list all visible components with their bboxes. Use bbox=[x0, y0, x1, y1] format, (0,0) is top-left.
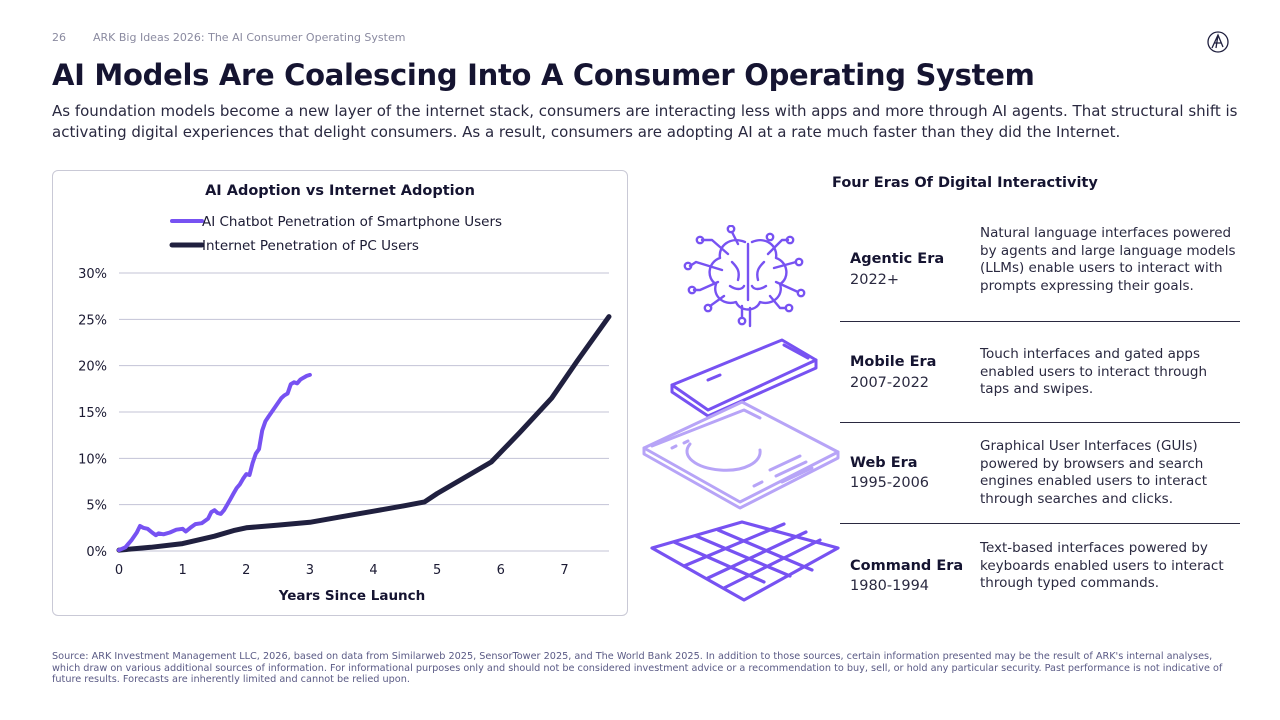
series-line bbox=[117, 372, 312, 553]
chart-frame bbox=[52, 170, 628, 616]
x-axis-label: Years Since Launch bbox=[278, 588, 426, 604]
era-years: 2022+ bbox=[850, 272, 900, 288]
keyboard-grid-icon bbox=[650, 520, 840, 602]
era-description: Touch interfaces and gated apps enabled … bbox=[980, 346, 1208, 397]
deck-title: ARK Big Ideas 2026: The AI Consumer Oper… bbox=[93, 31, 406, 44]
y-tick-label: 10% bbox=[78, 452, 107, 467]
y-tick-label: 5% bbox=[86, 499, 107, 514]
x-tick-label: 4 bbox=[369, 563, 377, 578]
legend-label: Internet Penetration of PC Users bbox=[202, 238, 419, 254]
x-tick-label: 0 bbox=[115, 563, 123, 578]
era-description: Text-based interfaces powered by keyboar… bbox=[980, 540, 1224, 591]
brain-circuit-icon bbox=[683, 225, 806, 328]
x-tick-label: 5 bbox=[433, 563, 441, 578]
browser-window-icon bbox=[642, 400, 840, 510]
page-subtitle: As foundation models become a new layer … bbox=[52, 102, 1238, 141]
source-footnote: Source: ARK Investment Management LLC, 2… bbox=[52, 651, 1223, 686]
era-divider bbox=[840, 422, 1240, 423]
era-name: Agentic Era bbox=[850, 251, 945, 267]
eras-title: Four Eras Of Digital Interactivity bbox=[832, 175, 1098, 191]
page-number: 26 bbox=[52, 31, 66, 44]
y-tick-label: 30% bbox=[78, 267, 107, 282]
era-description: Graphical User Interfaces (GUIs) powered… bbox=[980, 438, 1208, 507]
x-tick-label: 3 bbox=[306, 563, 314, 578]
era-name: Mobile Era bbox=[850, 354, 937, 370]
y-tick-label: 25% bbox=[78, 313, 107, 328]
era-name: Web Era bbox=[850, 455, 918, 471]
x-tick-label: 6 bbox=[497, 563, 505, 578]
era-years: 2007-2022 bbox=[850, 375, 930, 391]
series-line bbox=[116, 314, 612, 553]
x-tick-label: 7 bbox=[560, 563, 568, 578]
ark-logo-icon bbox=[1206, 30, 1230, 58]
x-tick-label: 2 bbox=[242, 563, 250, 578]
era-name: Command Era bbox=[850, 558, 964, 574]
era-years: 1995-2006 bbox=[850, 475, 930, 491]
x-tick-label: 1 bbox=[178, 563, 186, 578]
smartphone-icon bbox=[670, 338, 818, 418]
y-tick-label: 20% bbox=[78, 360, 107, 375]
era-divider bbox=[840, 523, 1240, 524]
page-title: AI Models Are Coalescing Into A Consumer… bbox=[52, 58, 1035, 92]
y-tick-label: 0% bbox=[86, 545, 107, 560]
y-tick-label: 15% bbox=[78, 406, 107, 421]
era-divider bbox=[840, 321, 1240, 322]
chart-title: AI Adoption vs Internet Adoption bbox=[205, 183, 475, 199]
adoption-line-chart: AI Adoption vs Internet Adoption 0% 5% 10% 1… bbox=[78, 183, 612, 604]
eras-illustration bbox=[642, 225, 840, 602]
era-description: Natural language interfaces powered by a… bbox=[980, 225, 1236, 294]
legend-label: AI Chatbot Penetration of Smartphone Use… bbox=[202, 214, 502, 230]
era-years: 1980-1994 bbox=[850, 578, 930, 594]
